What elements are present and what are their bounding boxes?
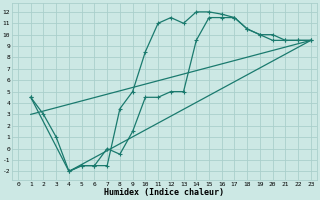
X-axis label: Humidex (Indice chaleur): Humidex (Indice chaleur) xyxy=(104,188,224,197)
